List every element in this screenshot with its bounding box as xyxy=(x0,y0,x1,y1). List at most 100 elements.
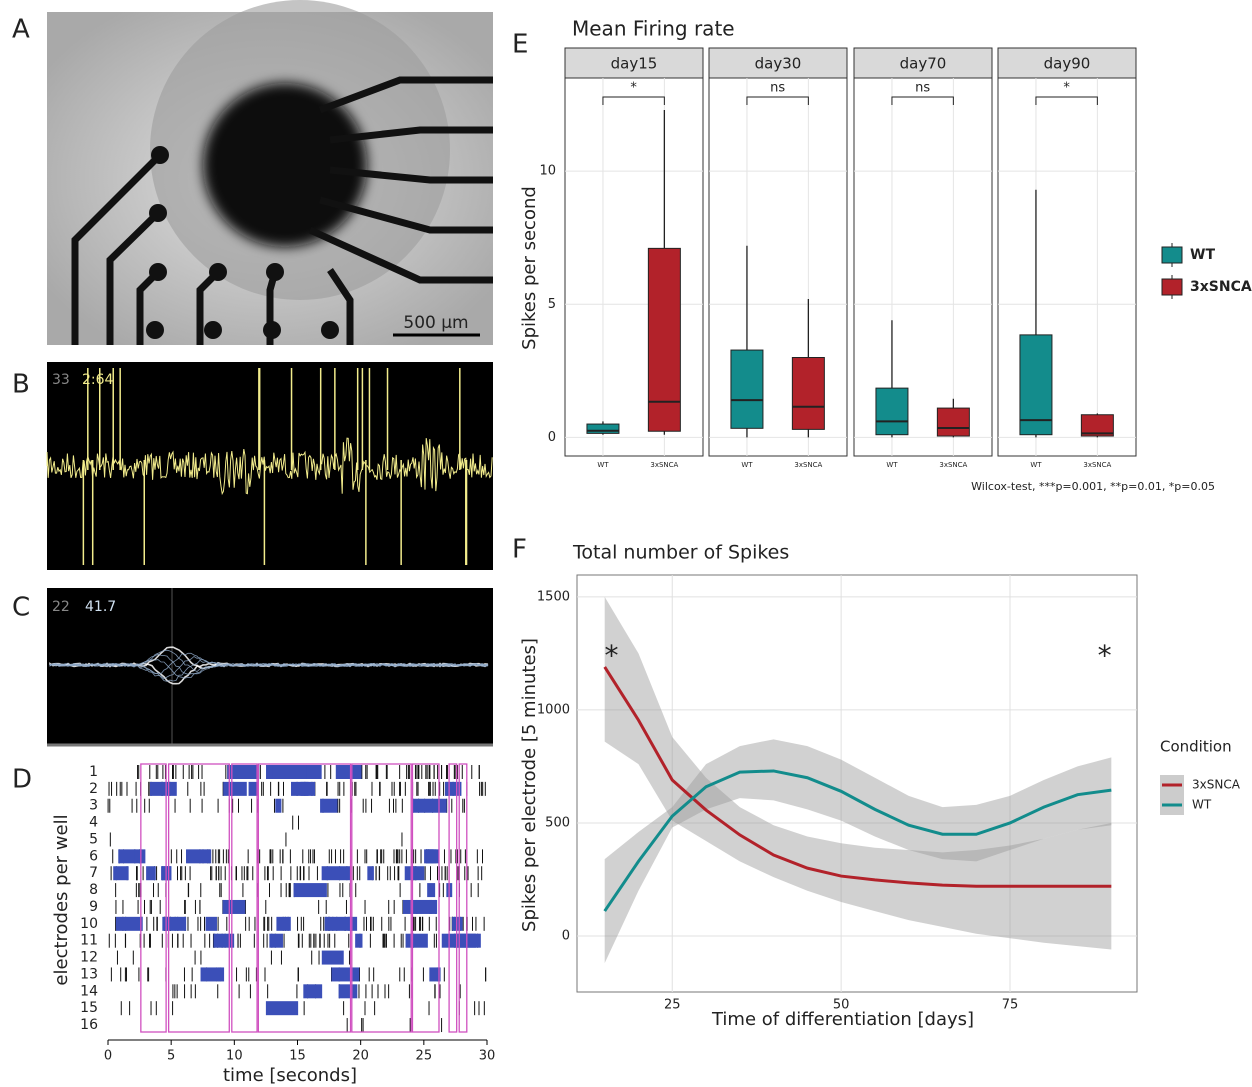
burst-block xyxy=(222,899,246,914)
y-tick-label: 10 xyxy=(539,164,556,179)
box xyxy=(586,423,620,434)
trend-line xyxy=(603,666,1112,888)
burst-block xyxy=(162,866,172,881)
burst-block xyxy=(223,781,247,796)
x-axis-title: Time of differentiation [days] xyxy=(711,1009,974,1030)
facet-panel xyxy=(708,77,848,457)
network-burst xyxy=(351,763,412,1033)
caption: Wilcox-test, ***p=0.001, **p=0.01, *p=0.… xyxy=(971,480,1215,493)
significance-label: ns xyxy=(915,81,930,96)
box xyxy=(730,349,764,429)
panel-label: E xyxy=(512,30,528,60)
facet-label: day90 xyxy=(1044,55,1091,73)
burst-block xyxy=(265,1001,299,1016)
burst-block xyxy=(426,849,440,864)
y-tick-label: 1500 xyxy=(537,589,570,604)
legend-label: WT xyxy=(1192,798,1212,812)
burst-block xyxy=(338,984,358,999)
row-label: 5 xyxy=(89,831,98,847)
burst-block xyxy=(149,781,177,796)
x-tick-label: 3xSNCA xyxy=(1083,461,1111,469)
row-label: 6 xyxy=(89,848,98,864)
x-tick-label: 25 xyxy=(416,1049,433,1064)
scale-bar-label: 500 µm xyxy=(403,313,468,333)
microscopy-image: 500 µm xyxy=(47,0,493,345)
x-tick-label: WT xyxy=(597,461,609,469)
burst-block xyxy=(324,916,349,931)
network-burst xyxy=(411,763,440,1033)
box xyxy=(936,407,970,437)
significance-label: * xyxy=(630,81,637,96)
significance-bracket xyxy=(602,96,665,105)
box xyxy=(647,247,681,432)
row-label: 1 xyxy=(89,764,98,780)
channel-label: 22 xyxy=(52,599,70,615)
burst-block xyxy=(455,933,481,948)
burst-block xyxy=(321,950,344,965)
x-tick-label: 20 xyxy=(352,1049,369,1064)
x-tick-label: WT xyxy=(741,461,753,469)
x-tick-label: 0 xyxy=(104,1049,112,1064)
burst-block xyxy=(248,781,259,796)
burst-block xyxy=(276,916,291,931)
burst-block xyxy=(205,916,217,931)
y-axis-title: Spikes per second xyxy=(519,186,540,350)
y-tick-label: 0 xyxy=(548,430,556,445)
network-burst xyxy=(458,763,468,1033)
annotation: * xyxy=(604,639,618,672)
y-tick-label: 1000 xyxy=(537,702,570,717)
chart-title: Total number of Spikes xyxy=(572,542,789,564)
x-axis-title: time [seconds] xyxy=(223,1065,357,1086)
burst-block xyxy=(331,967,360,982)
facet-label: day30 xyxy=(755,55,802,73)
y-tick-label: 500 xyxy=(545,815,570,830)
significance-bracket xyxy=(891,96,954,105)
row-label: 13 xyxy=(80,966,98,982)
x-tick-label: 5 xyxy=(167,1049,175,1064)
burst-block xyxy=(272,765,307,779)
row-label: 11 xyxy=(80,933,98,949)
facet-panel xyxy=(564,77,704,457)
legend-title: Condition xyxy=(1160,738,1232,756)
y-tick-label: 0 xyxy=(562,928,570,943)
row-label: 3 xyxy=(89,798,98,814)
trace-image: 33 2:64 xyxy=(46,362,493,570)
facet-strip xyxy=(853,47,993,79)
row-label: 7 xyxy=(89,865,98,881)
burst-block xyxy=(146,866,156,881)
waveform xyxy=(49,659,489,679)
value-label: 2:64 xyxy=(82,372,114,388)
significance-bracket xyxy=(1035,96,1098,105)
row-label: 14 xyxy=(80,983,98,999)
burst-block xyxy=(275,798,282,813)
row-label: 16 xyxy=(80,1017,98,1033)
burst-block xyxy=(402,899,438,914)
burst-block xyxy=(291,781,316,796)
panel-label: F xyxy=(512,535,527,565)
x-tick-label: 15 xyxy=(289,1049,306,1064)
burst-block xyxy=(213,933,235,948)
network-burst xyxy=(140,763,167,1033)
value-label: 41.7 xyxy=(85,599,116,615)
annotation: * xyxy=(1098,639,1112,672)
plot-area xyxy=(576,574,1138,993)
x-tick-label: 10 xyxy=(226,1049,243,1064)
legend-label: WT xyxy=(1190,247,1215,263)
burst-block xyxy=(293,883,327,898)
facet-label: day70 xyxy=(900,55,947,73)
burst-block xyxy=(367,866,374,881)
row-label: 4 xyxy=(89,815,98,831)
burst-block xyxy=(429,967,441,982)
x-tick-label: 25 xyxy=(664,998,681,1013)
burst-block xyxy=(452,916,463,931)
box xyxy=(791,357,825,430)
x-tick-label: WT xyxy=(1030,461,1042,469)
box xyxy=(1080,414,1114,437)
x-tick-label: 3xSNCA xyxy=(794,461,822,469)
network-burst xyxy=(448,763,458,1033)
x-tick-label: WT xyxy=(886,461,898,469)
facet-strip xyxy=(997,47,1137,79)
facet-panel xyxy=(853,77,993,457)
panel-label: B xyxy=(12,370,30,400)
burst-block xyxy=(321,866,351,881)
